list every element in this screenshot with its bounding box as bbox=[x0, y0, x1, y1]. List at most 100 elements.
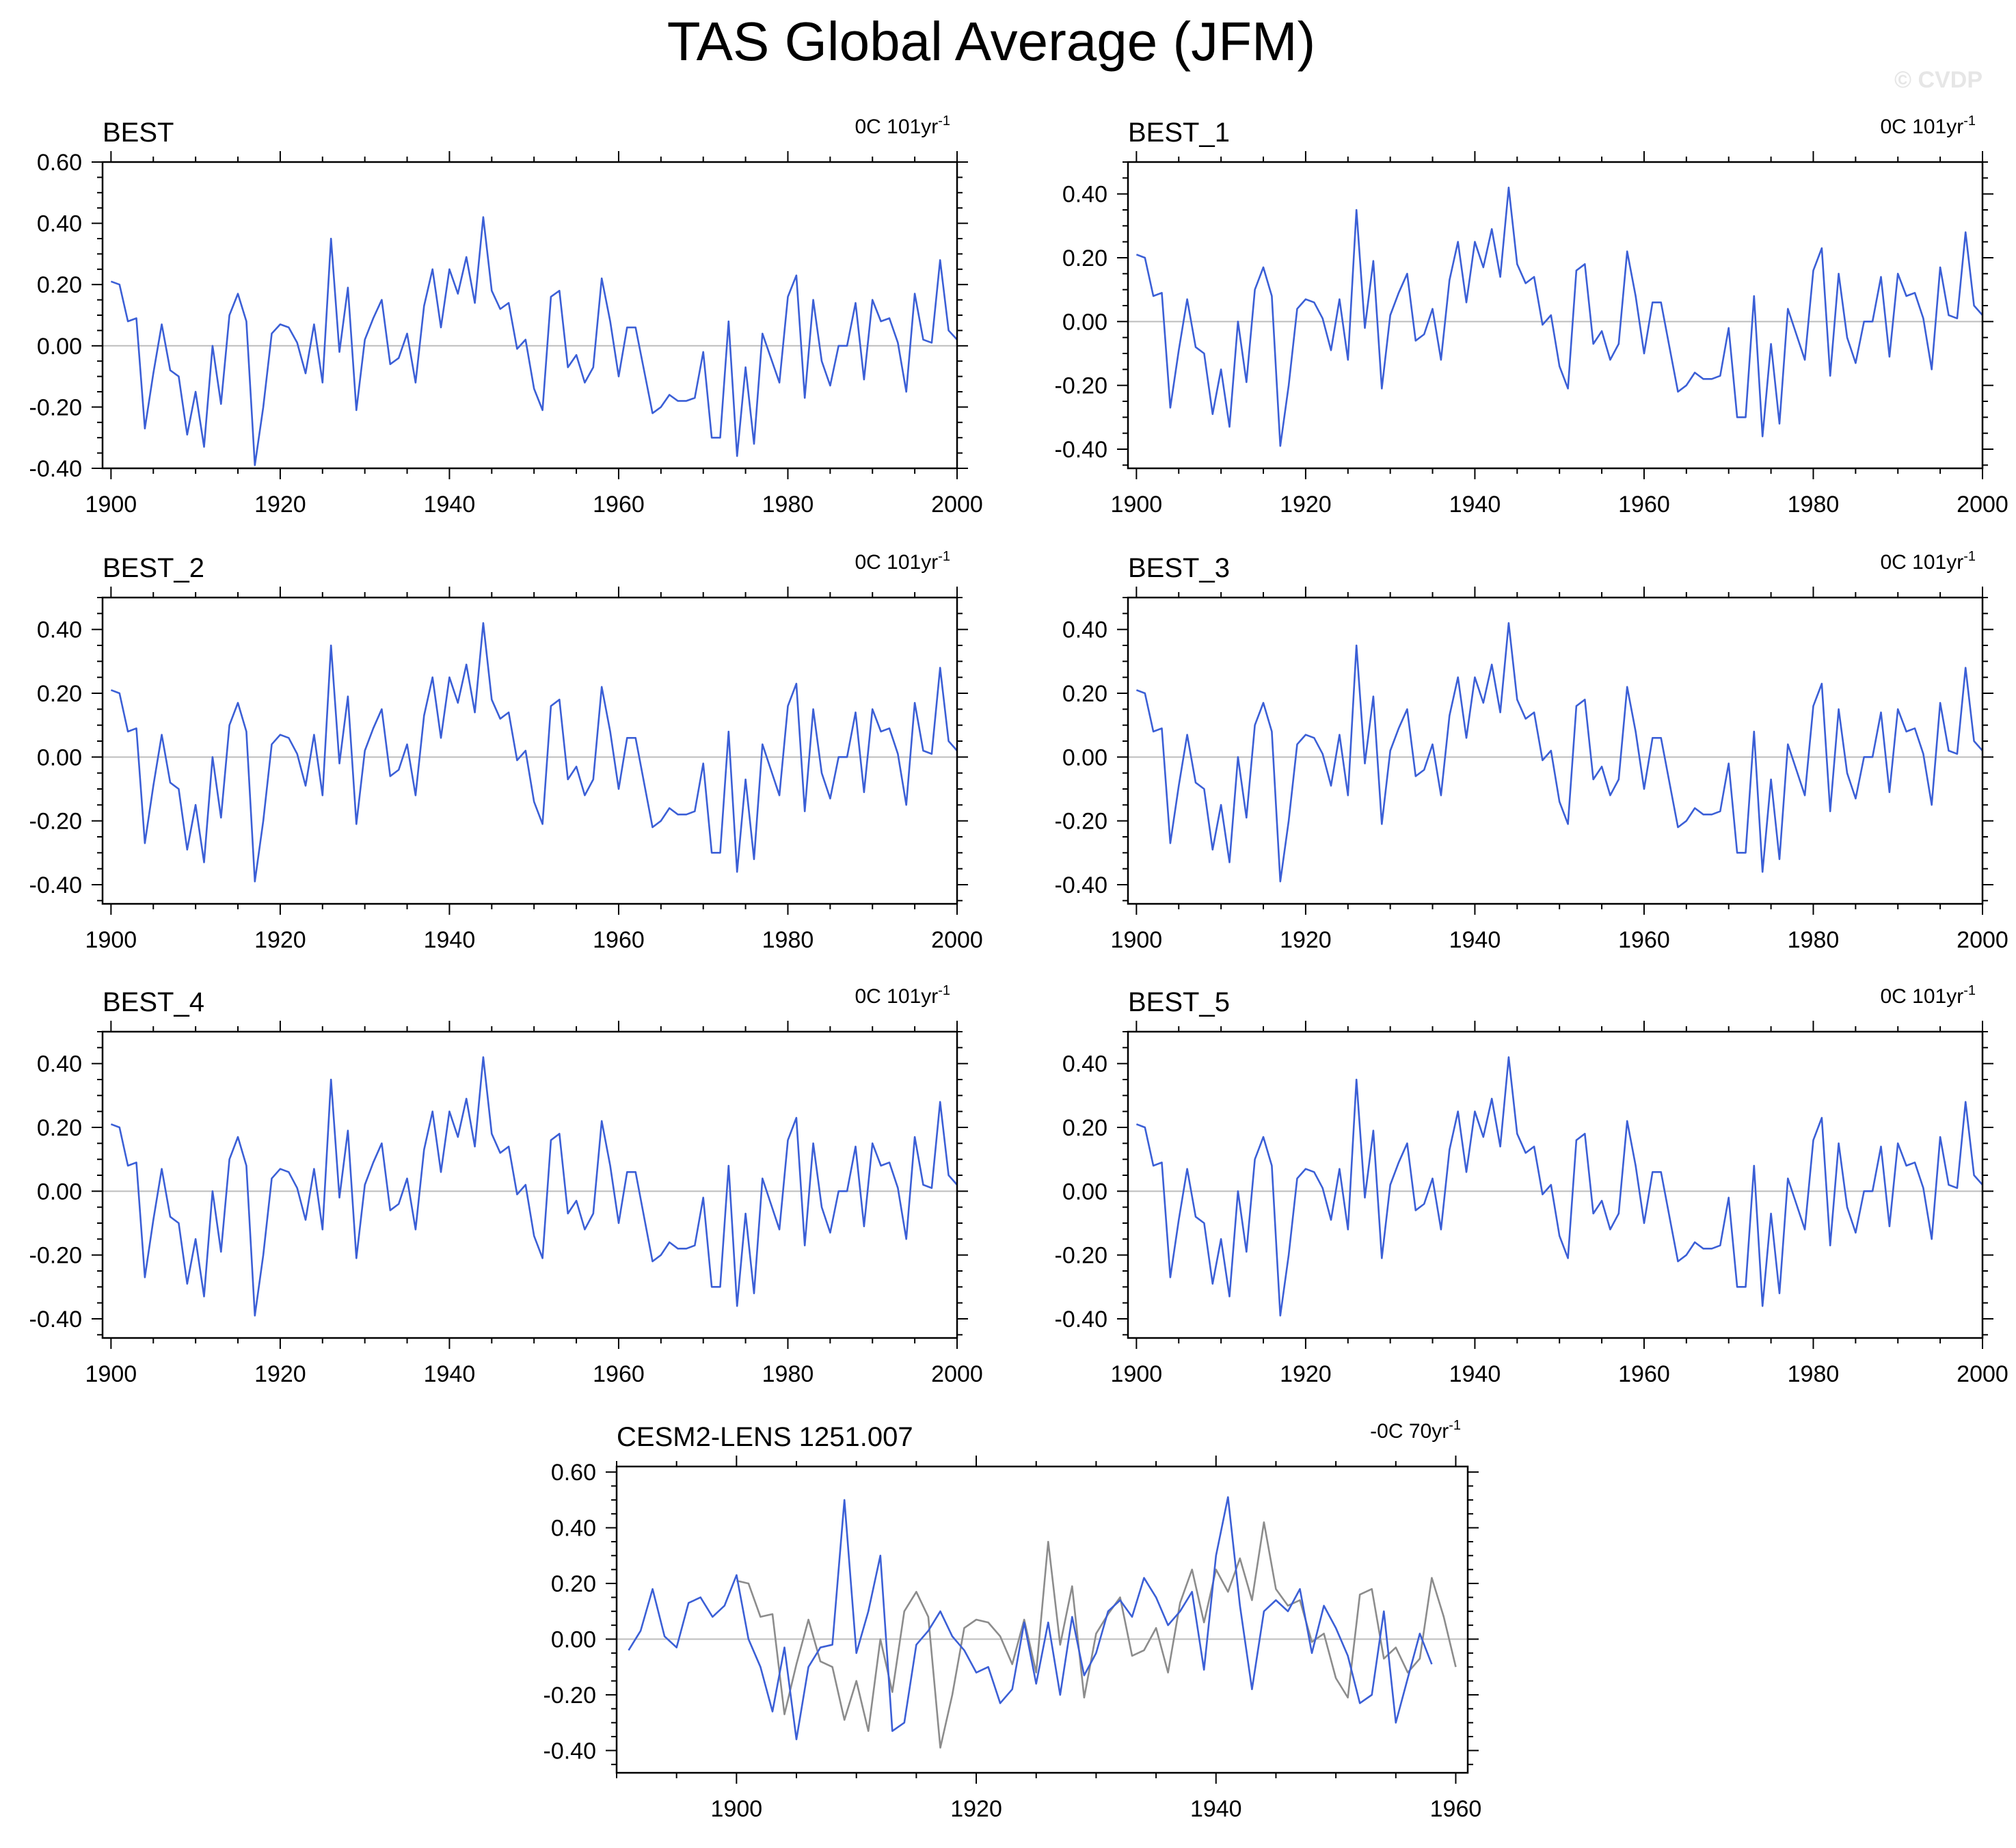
trend-text: 0C 101yr bbox=[1880, 551, 1963, 574]
x-tick-label: 1920 bbox=[1280, 492, 1332, 518]
panel-title: BEST_5 bbox=[1128, 987, 1230, 1017]
y-tick-label: -0.20 bbox=[29, 1243, 83, 1269]
panel-title: BEST_4 bbox=[103, 987, 204, 1017]
y-tick-label: 0.40 bbox=[37, 617, 82, 643]
x-tick-label: 1940 bbox=[424, 492, 476, 518]
y-tick-label: 0.20 bbox=[37, 681, 82, 707]
series-line bbox=[110, 216, 958, 466]
series-line bbox=[628, 1496, 1433, 1741]
y-tick-label: 0.00 bbox=[1062, 309, 1107, 335]
x-tick-label: 1900 bbox=[85, 1361, 137, 1387]
x-tick-label: 1960 bbox=[593, 1361, 645, 1387]
trend-text: 0C 101yr bbox=[855, 116, 938, 138]
plot-frame bbox=[101, 596, 958, 905]
y-tick-label: 0.60 bbox=[551, 1460, 596, 1486]
y-tick-label: 0.40 bbox=[37, 1052, 82, 1077]
y-tick-label: -0.20 bbox=[1055, 1243, 1108, 1269]
x-tick-label: 1960 bbox=[1430, 1796, 1482, 1822]
y-tick-label: -0.20 bbox=[29, 394, 83, 420]
plot-frame bbox=[1127, 161, 1984, 470]
trend-label: 0C 101yr-1 bbox=[855, 983, 950, 1008]
y-tick-label: -0.40 bbox=[543, 1738, 597, 1764]
x-tick-label: 1900 bbox=[85, 927, 137, 953]
x-tick-label: 1900 bbox=[1111, 927, 1163, 953]
panel-title: BEST_3 bbox=[1128, 553, 1230, 583]
x-tick-label: 2000 bbox=[1957, 927, 2008, 953]
x-tick-label: 2000 bbox=[1957, 492, 2008, 518]
x-tick-label: 1900 bbox=[85, 492, 137, 518]
y-tick-label: 0.20 bbox=[1062, 1115, 1107, 1141]
x-tick-label: 1900 bbox=[711, 1796, 763, 1822]
trend-text: 0C 101yr bbox=[855, 985, 938, 1008]
series-line bbox=[110, 621, 958, 883]
x-tick-label: 2000 bbox=[931, 927, 983, 953]
series-line bbox=[1135, 1056, 1983, 1317]
y-tick-label: -0.40 bbox=[1055, 437, 1108, 463]
trend-label: -0C 70yr-1 bbox=[1370, 1418, 1461, 1443]
y-tick-label: -0.40 bbox=[29, 1307, 83, 1333]
x-tick-label: 1960 bbox=[593, 927, 645, 953]
x-tick-label: 1920 bbox=[1280, 927, 1332, 953]
plot-frame bbox=[101, 1030, 958, 1339]
y-tick-label: 0.40 bbox=[1062, 1052, 1107, 1077]
x-tick-label: 1940 bbox=[424, 1361, 476, 1387]
trend-superscript: -1 bbox=[938, 113, 950, 129]
trend-text: 0C 101yr bbox=[855, 551, 938, 574]
x-tick-label: 1920 bbox=[254, 492, 306, 518]
series-line bbox=[1135, 186, 1983, 447]
panel-7: CESM2-LENS 1251.007 -0C 70yr-1 1900 1920 194… bbox=[543, 1418, 1482, 1822]
plot-frame bbox=[1127, 596, 1984, 905]
y-tick-label: 0.00 bbox=[1062, 745, 1107, 771]
figure-title: TAS Global Average (JFM) bbox=[667, 11, 1315, 72]
trend-label: 0C 101yr-1 bbox=[855, 549, 950, 574]
panel-title: CESM2-LENS 1251.007 bbox=[617, 1422, 913, 1452]
trend-superscript: -1 bbox=[1449, 1418, 1461, 1433]
trend-text: -0C 70yr bbox=[1370, 1420, 1449, 1443]
series-line bbox=[1135, 621, 1983, 883]
panel-1: BEST 0C 101yr-1 1900 1920 1940 1960 1980 2000 -0… bbox=[29, 113, 983, 518]
x-tick-label: 1980 bbox=[762, 1361, 814, 1387]
panel-title: BEST_2 bbox=[103, 553, 204, 583]
x-tick-label: 2000 bbox=[931, 492, 983, 518]
y-tick-label: 0.40 bbox=[551, 1516, 596, 1542]
x-tick-label: 1920 bbox=[254, 1361, 306, 1387]
y-tick-label: 0.20 bbox=[1062, 245, 1107, 271]
y-tick-label: 0.40 bbox=[1062, 617, 1107, 643]
y-tick-label: 0.40 bbox=[37, 211, 82, 237]
series-line bbox=[110, 1056, 958, 1317]
x-tick-label: 1960 bbox=[1618, 492, 1670, 518]
y-tick-label: 0.00 bbox=[551, 1627, 596, 1653]
y-tick-label: -0.20 bbox=[543, 1683, 597, 1709]
trend-superscript: -1 bbox=[1963, 549, 1976, 564]
y-tick-label: 0.00 bbox=[37, 745, 82, 771]
x-tick-label: 1920 bbox=[254, 927, 306, 953]
trend-label: 0C 101yr-1 bbox=[1880, 113, 1976, 138]
x-tick-label: 1940 bbox=[424, 927, 476, 953]
x-tick-label: 2000 bbox=[931, 1361, 983, 1387]
plot-frame bbox=[615, 1465, 1469, 1774]
trend-text: 0C 101yr bbox=[1880, 116, 1963, 138]
y-tick-label: -0.20 bbox=[29, 809, 83, 835]
trend-superscript: -1 bbox=[1963, 983, 1976, 998]
observation-series-line bbox=[736, 1521, 1457, 1749]
y-tick-label: -0.40 bbox=[29, 872, 83, 898]
panel-4: BEST_3 0C 101yr-1 1900 1920 1940 1960 1980 2000… bbox=[1055, 549, 2008, 953]
y-tick-label: -0.20 bbox=[1055, 809, 1108, 835]
plot-frame bbox=[1127, 1030, 1984, 1339]
y-tick-label: 0.20 bbox=[37, 1115, 82, 1141]
y-tick-label: 0.20 bbox=[37, 272, 82, 298]
x-tick-label: 1900 bbox=[1111, 492, 1163, 518]
panel-title: BEST_1 bbox=[1128, 118, 1230, 148]
x-tick-label: 2000 bbox=[1957, 1361, 2008, 1387]
x-tick-label: 1980 bbox=[762, 927, 814, 953]
trend-label: 0C 101yr-1 bbox=[855, 113, 950, 138]
trend-text: 0C 101yr bbox=[1880, 985, 1963, 1008]
trend-superscript: -1 bbox=[938, 983, 950, 998]
x-tick-label: 1960 bbox=[1618, 1361, 1670, 1387]
y-tick-label: 0.20 bbox=[1062, 681, 1107, 707]
y-tick-label: 0.00 bbox=[37, 334, 82, 360]
x-tick-label: 1940 bbox=[1449, 927, 1501, 953]
x-tick-label: 1920 bbox=[1280, 1361, 1332, 1387]
